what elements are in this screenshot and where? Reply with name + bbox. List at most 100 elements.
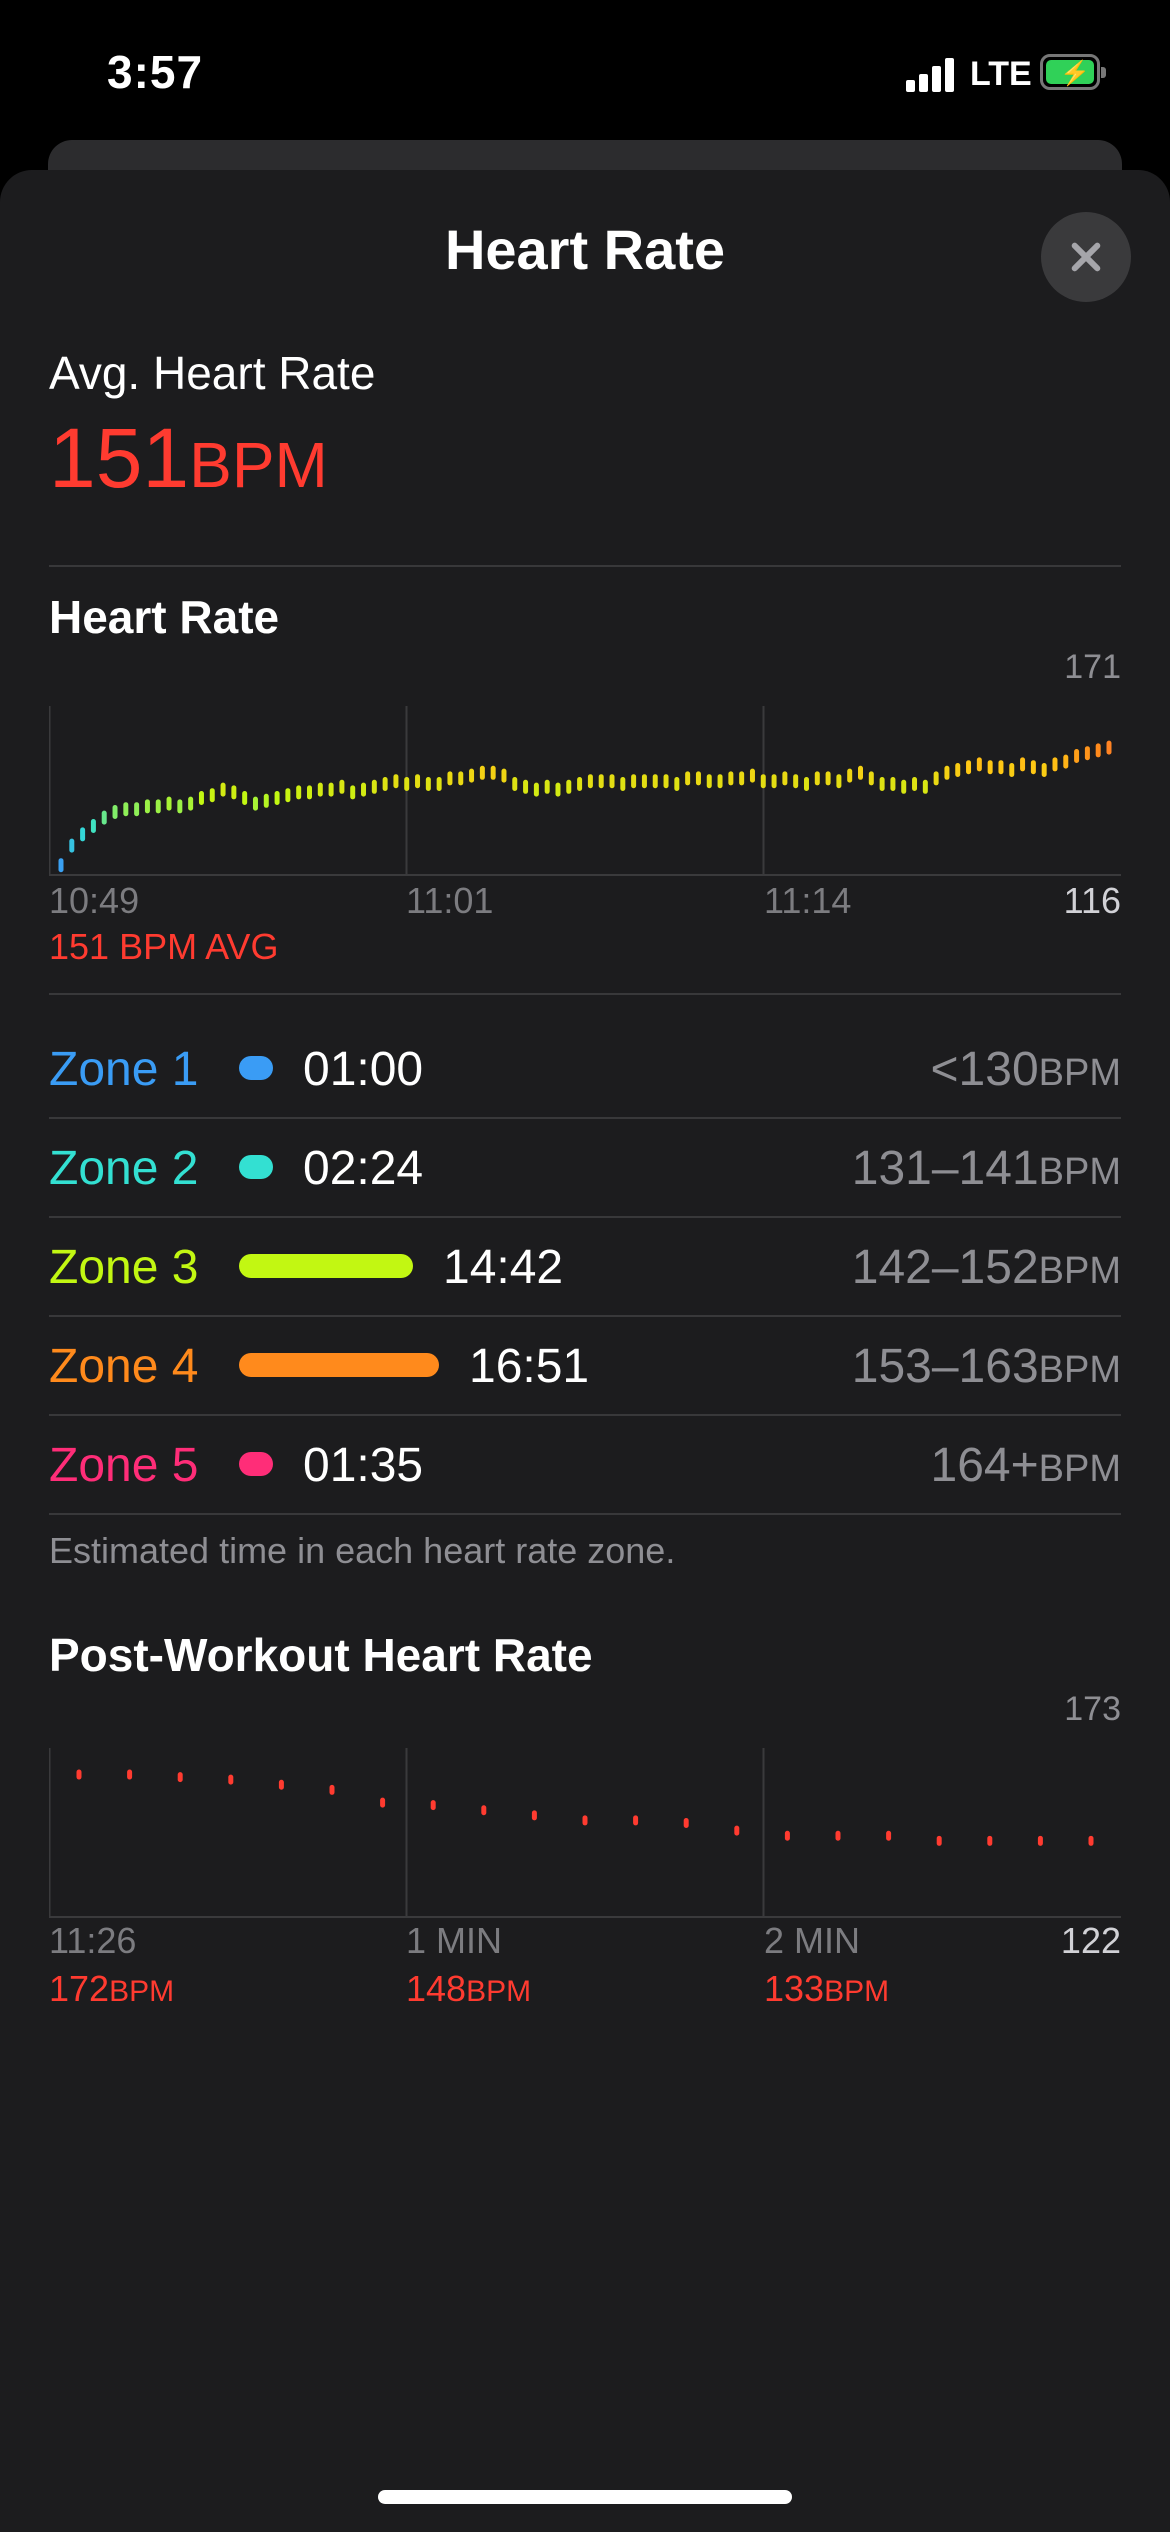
heart-rate-point [425,777,431,791]
heart-rate-point [966,760,972,775]
heart-rate-point [447,771,453,786]
heart-rate-point [393,774,399,789]
post-workout-chart-svg [49,1748,1121,1918]
post-workout-x-label: 11:26 [49,1920,137,1961]
heart-rate-point [1052,757,1058,772]
heart-rate-point [404,777,410,791]
heart-rate-point [296,785,302,800]
heart-rate-point [361,782,367,797]
heart-rate-point [371,779,377,794]
zone-range-value: 131–141 [851,1142,1039,1195]
zone-name: Zone 1 [49,1043,199,1096]
heart-rate-point [80,827,86,842]
heart-rate-point [458,771,464,786]
zone-time: 14:42 [443,1241,564,1294]
heart-rate-point [198,791,204,805]
post-workout-point [1088,1835,1094,1846]
heart-rate-point [512,777,518,791]
heart-rate-chart [49,706,1121,876]
heart-rate-point [101,810,107,825]
zone-time: 01:00 [303,1043,424,1096]
heart-rate-point [771,774,777,789]
zone-range: 153–163BPM [852,1339,1121,1394]
zone-bar [239,1353,439,1377]
zone-row[interactable]: Zone 1 01:00 <130BPM [49,1020,1121,1119]
heart-rate-point [631,774,637,789]
post-workout-point [430,1800,436,1811]
post-workout-point [784,1830,790,1841]
heart-rate-point [944,765,950,780]
heart-rate-point [155,799,161,814]
heart-rate-point [188,796,194,811]
zone-name: Zone 4 [49,1340,199,1393]
post-workout-number: 148 [406,1968,467,2009]
avg-heart-rate-number: 151 [49,411,190,505]
heart-rate-point [144,799,150,814]
heart-rate-point [350,785,356,800]
heart-rate-point [641,774,647,789]
heart-rate-point [739,771,745,786]
heart-rate-point [317,782,323,797]
post-workout-point [278,1779,284,1790]
zone-bar [239,1254,413,1278]
divider [49,1315,1121,1317]
post-workout-point [734,1825,740,1836]
heart-rate-point [955,763,961,777]
heart-rate-point [415,774,421,789]
post-workout-point [633,1815,639,1826]
heart-rate-point [490,765,496,780]
cellular-signal-icon [906,56,958,92]
heart-rate-point [1074,749,1080,763]
zone-range-unit: BPM [1038,1250,1121,1292]
post-workout-point [481,1805,487,1816]
heart-rate-point [252,796,258,811]
heart-rate-point [620,777,626,791]
heart-rate-avg-note: 151 BPM AVG [49,926,279,967]
zone-name: Zone 2 [49,1142,199,1195]
close-button[interactable] [1041,212,1131,302]
heart-rate-point [285,788,291,803]
zone-row[interactable]: Zone 5 01:35 164+BPM [49,1416,1121,1515]
heart-rate-point [717,774,723,789]
zone-row[interactable]: Zone 4 16:51 153–163BPM [49,1317,1121,1416]
zone-time: 02:24 [303,1142,424,1195]
heart-rate-point [533,782,539,797]
post-workout-y-min: 122 [1060,1920,1121,1961]
post-workout-value: 172BPM [49,1968,174,2010]
home-indicator[interactable] [378,2490,792,2504]
post-workout-value: 133BPM [764,1968,889,2010]
zone-name: Zone 3 [49,1241,199,1294]
heart-rate-point [652,774,658,789]
avg-heart-rate-unit: BPM [189,429,328,501]
heart-rate-point [177,799,183,814]
zone-row[interactable]: Zone 2 02:24 131–141BPM [49,1119,1121,1218]
heart-rate-point [382,777,388,791]
heart-rate-point [328,782,334,797]
zone-range: 131–141BPM [852,1141,1121,1196]
divider [49,1513,1121,1515]
heart-rate-point [706,774,712,789]
heart-rate-point [231,785,237,800]
heart-rate-point [901,779,907,794]
divider [49,565,1121,567]
heart-rate-point [825,771,831,786]
heart-rate-point [976,757,982,772]
zone-time: 01:35 [303,1439,424,1492]
post-workout-number: 133 [764,1968,825,2009]
heart-rate-point [523,779,529,794]
sheet-title: Heart Rate [444,218,726,281]
zone-row[interactable]: Zone 3 14:42 142–152BPM [49,1218,1121,1317]
heart-rate-point [685,771,691,786]
heart-rate-point [555,782,561,797]
heart-rate-point [306,785,312,800]
zone-bar [239,1155,273,1179]
post-workout-point [380,1797,386,1808]
heart-rate-chart-svg [49,706,1121,876]
post-workout-x-label: 2 MIN [764,1920,861,1961]
heart-rate-point [1030,760,1036,775]
heart-rate-point [847,768,853,783]
post-workout-point [329,1784,335,1795]
heart-rate-point [501,768,507,783]
heart-rate-point [469,768,475,783]
status-bar: 3:57 LTE ⚡ [0,0,1170,150]
